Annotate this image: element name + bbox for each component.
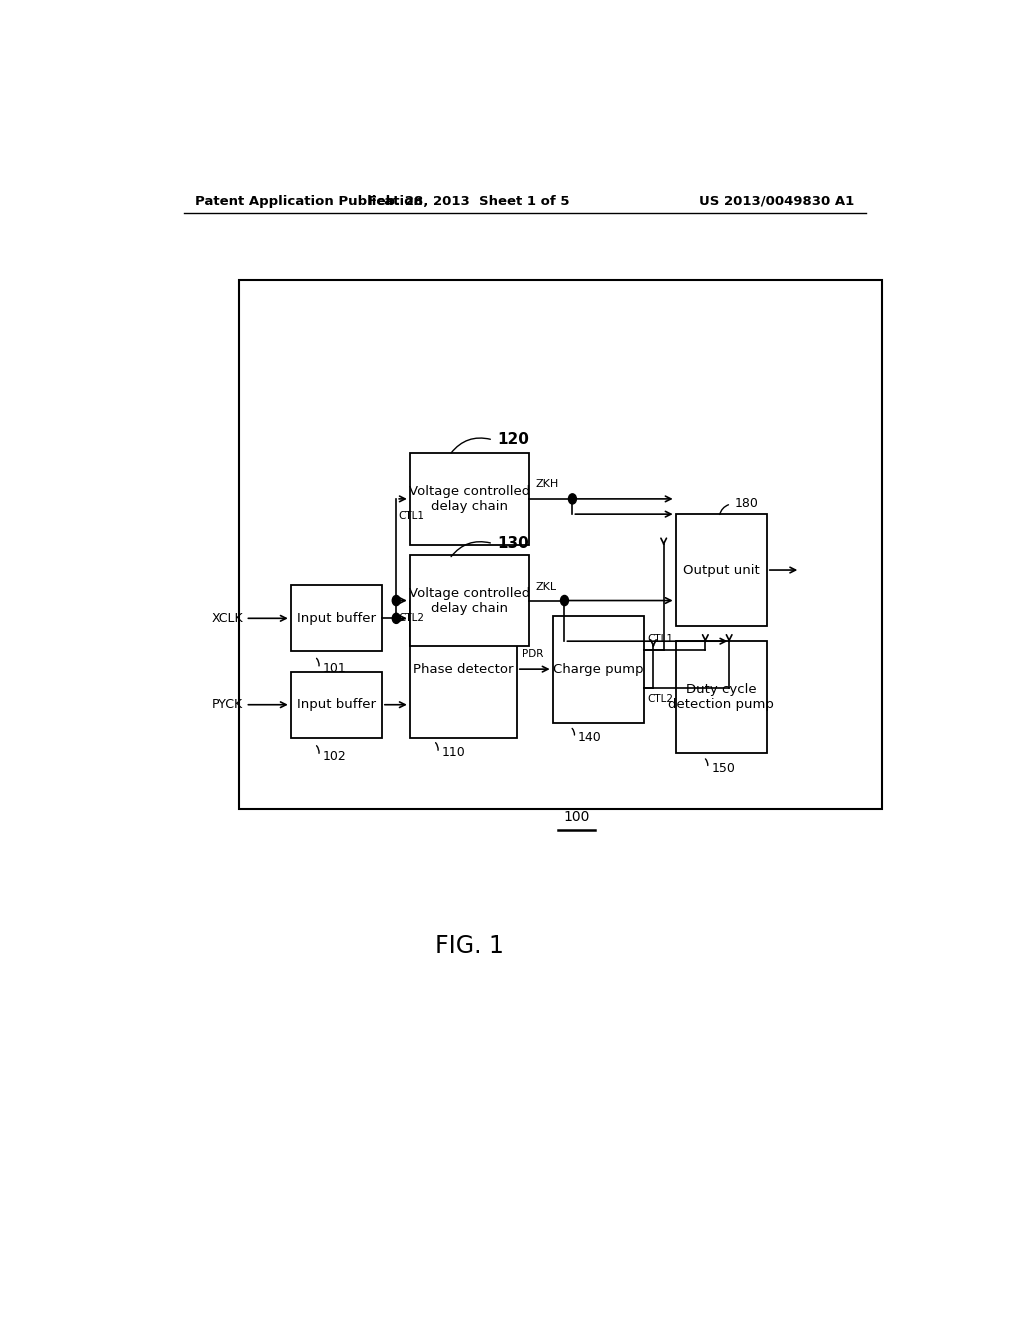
Text: CTL2: CTL2 [648,694,674,705]
Circle shape [392,595,400,606]
Text: 110: 110 [441,747,465,759]
Bar [410,601,517,738]
Bar [291,672,382,738]
Circle shape [568,494,577,504]
Text: Output unit: Output unit [683,564,760,577]
Text: 150: 150 [712,762,735,775]
Circle shape [392,614,400,623]
Text: PYCK: PYCK [212,698,243,711]
Bar [676,513,767,626]
Text: Voltage controlled
delay chain: Voltage controlled delay chain [409,586,529,615]
Text: ZKH: ZKH [536,479,558,488]
Text: Phase detector: Phase detector [413,663,514,676]
Text: 140: 140 [578,731,602,744]
Text: 100: 100 [563,810,590,824]
Text: Input buffer: Input buffer [297,612,376,624]
Text: 180: 180 [735,498,759,511]
Text: 130: 130 [497,536,528,552]
Text: Feb. 28, 2013  Sheet 1 of 5: Feb. 28, 2013 Sheet 1 of 5 [369,194,570,207]
Text: 120: 120 [497,433,529,447]
Text: CTL1: CTL1 [648,634,674,644]
Bar [240,280,882,809]
Text: PDR: PDR [521,649,543,659]
Bar [676,642,767,752]
Bar [410,453,528,545]
Bar [410,554,528,647]
Text: US 2013/0049830 A1: US 2013/0049830 A1 [699,194,854,207]
Text: Charge pump: Charge pump [553,663,643,676]
Text: Voltage controlled
delay chain: Voltage controlled delay chain [409,484,529,513]
Text: CTL2: CTL2 [398,612,425,623]
Text: FIG. 1: FIG. 1 [435,935,504,958]
Text: Input buffer: Input buffer [297,698,376,711]
Text: 101: 101 [323,663,346,675]
Text: XCLK: XCLK [211,612,243,624]
Text: CTL1: CTL1 [398,511,425,521]
Text: ZKL: ZKL [536,582,556,593]
Bar [553,615,644,722]
Text: Duty cycle
detection pump: Duty cycle detection pump [669,682,774,711]
Text: 102: 102 [323,750,346,763]
Text: Patent Application Publication: Patent Application Publication [196,194,423,207]
Circle shape [560,595,568,606]
Bar [291,585,382,651]
